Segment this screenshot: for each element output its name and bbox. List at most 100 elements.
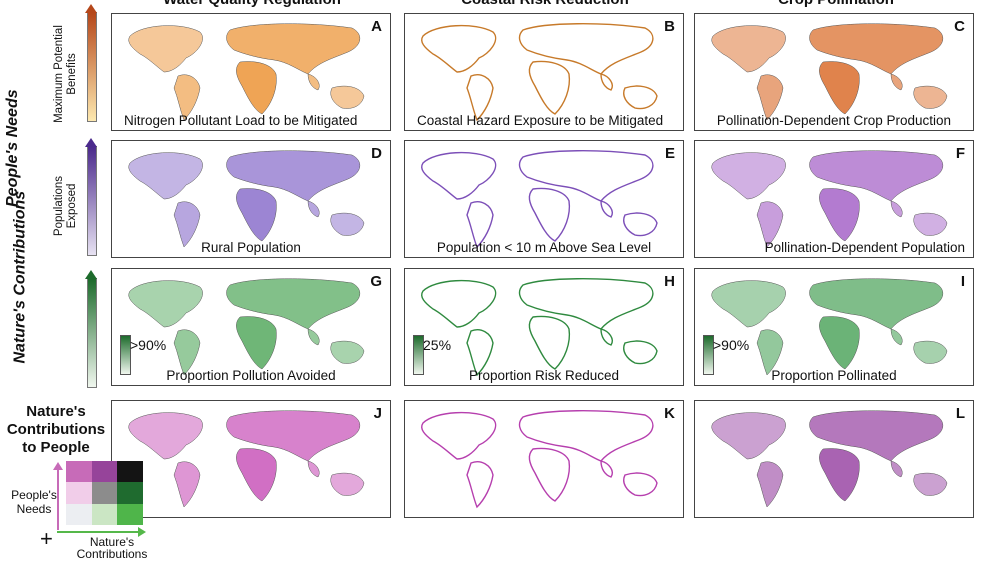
matrix-cell — [91, 482, 118, 504]
world-map-c — [711, 23, 948, 121]
panel-letter: B — [662, 18, 677, 35]
continent-shape — [226, 278, 360, 330]
map-panel-c: C Pollination-Dependent Crop Production — [694, 13, 974, 131]
continent-shape — [128, 25, 203, 73]
populations-arrow-icon — [85, 138, 97, 147]
map-panel-f: F Pollination-Dependent Population — [694, 140, 974, 258]
map-panel-j: J — [111, 400, 391, 518]
benefits-label: Maximum Potential Benefits — [53, 25, 78, 123]
continent-shape — [307, 200, 320, 218]
continent-shape — [623, 212, 658, 237]
matrix-cell — [117, 503, 143, 525]
continent-shape — [226, 150, 360, 202]
continent-shape — [913, 472, 948, 496]
continent-shape — [623, 85, 658, 110]
map-panel-h: H Proportion Risk Reduced 25% — [404, 268, 684, 386]
panel-caption: Rural Population — [201, 240, 301, 255]
contributions-gradient-bar — [87, 278, 97, 388]
matrix-cell — [117, 482, 143, 504]
continent-shape — [623, 472, 658, 497]
world-map-i — [711, 278, 948, 376]
continent-shape — [236, 316, 277, 370]
panel-letter: L — [953, 405, 967, 422]
continent-shape — [890, 328, 903, 346]
panel-letter: F — [953, 145, 967, 162]
continent-shape — [330, 85, 365, 109]
continent-shape — [819, 188, 860, 242]
continent-shape — [466, 74, 494, 122]
continent-shape — [528, 447, 571, 502]
continent-shape — [173, 329, 201, 376]
continent-shape — [173, 74, 201, 121]
benefits-arrow-icon — [85, 4, 97, 13]
populations-gradient-bar — [87, 146, 97, 256]
continent-shape — [756, 329, 784, 376]
contribution-scale-label: 25% — [423, 337, 452, 353]
map-panel-b: B Coastal Hazard Exposure to be Mitigated — [404, 13, 684, 131]
map-panel-d: D Rural Population — [111, 140, 391, 258]
continent-shape — [711, 412, 786, 460]
nature-contrib-axis-label: Nature's Contributions — [76, 535, 148, 561]
continent-shape — [226, 23, 360, 75]
panel-letter: J — [371, 405, 384, 422]
continent-shape — [600, 328, 613, 346]
nature-contrib-arrow-icon — [138, 527, 146, 537]
continent-shape — [711, 152, 786, 200]
continent-shape — [890, 460, 903, 478]
world-map-j — [128, 410, 365, 508]
bivariate-legend-matrix — [66, 461, 143, 525]
world-map-l — [711, 410, 948, 508]
world-map-b — [421, 23, 658, 122]
world-map-g — [128, 278, 365, 376]
continent-shape — [913, 85, 948, 109]
column-header-pollination: Crop Pollination — [696, 0, 976, 8]
continent-shape — [421, 411, 497, 460]
map-panel-l: L — [694, 400, 974, 518]
panel-letter: E — [662, 145, 677, 162]
continent-shape — [913, 212, 948, 236]
continent-shape — [226, 410, 360, 462]
populations-label: Populations Exposed — [53, 175, 78, 237]
continent-shape — [128, 412, 203, 460]
continent-shape — [819, 448, 860, 502]
world-map-k — [421, 410, 658, 509]
panel-caption: Proportion Risk Reduced — [468, 368, 620, 383]
matrix-cell — [91, 503, 118, 525]
matrix-cell — [66, 461, 92, 483]
map-panel-k: K — [404, 400, 684, 518]
continent-shape — [711, 25, 786, 73]
continent-shape — [756, 461, 784, 508]
continent-shape — [913, 340, 948, 364]
matrix-cell — [91, 461, 118, 483]
panel-caption: Population < 10 m Above Sea Level — [436, 240, 652, 255]
row-label-natures-contributions: Nature's Contributions — [11, 190, 29, 364]
panel-caption: Nitrogen Pollutant Load to be Mitigated — [124, 113, 358, 128]
continent-shape — [756, 201, 784, 248]
continent-shape — [518, 410, 654, 462]
contribution-scale-bar — [120, 335, 131, 375]
column-header-water: Water Quality Regulation — [112, 0, 392, 8]
contribution-scale-label: >90% — [713, 337, 750, 353]
panel-letter: A — [369, 18, 384, 35]
world-map-f — [711, 150, 948, 248]
column-header-coastal: Coastal Risk Reduction — [405, 0, 685, 8]
contribution-scale-bar — [703, 335, 714, 375]
continent-shape — [421, 151, 497, 200]
continent-shape — [173, 201, 201, 248]
continent-shape — [600, 460, 613, 478]
world-map-h — [421, 278, 658, 377]
continent-shape — [819, 61, 860, 115]
continent-shape — [466, 329, 494, 377]
continent-shape — [809, 278, 943, 330]
map-panel-a: A Nitrogen Pollutant Load to be Mitigated — [111, 13, 391, 131]
continent-shape — [623, 340, 658, 365]
world-map-e — [421, 150, 658, 249]
nature-contrib-axis — [57, 531, 139, 533]
continent-shape — [518, 23, 654, 75]
map-panel-e: E Population < 10 m Above Sea Level — [404, 140, 684, 258]
continent-shape — [236, 188, 277, 242]
world-map-a — [128, 23, 365, 121]
continent-shape — [307, 73, 320, 91]
people-needs-arrow-icon — [53, 462, 63, 470]
continent-shape — [173, 461, 201, 508]
